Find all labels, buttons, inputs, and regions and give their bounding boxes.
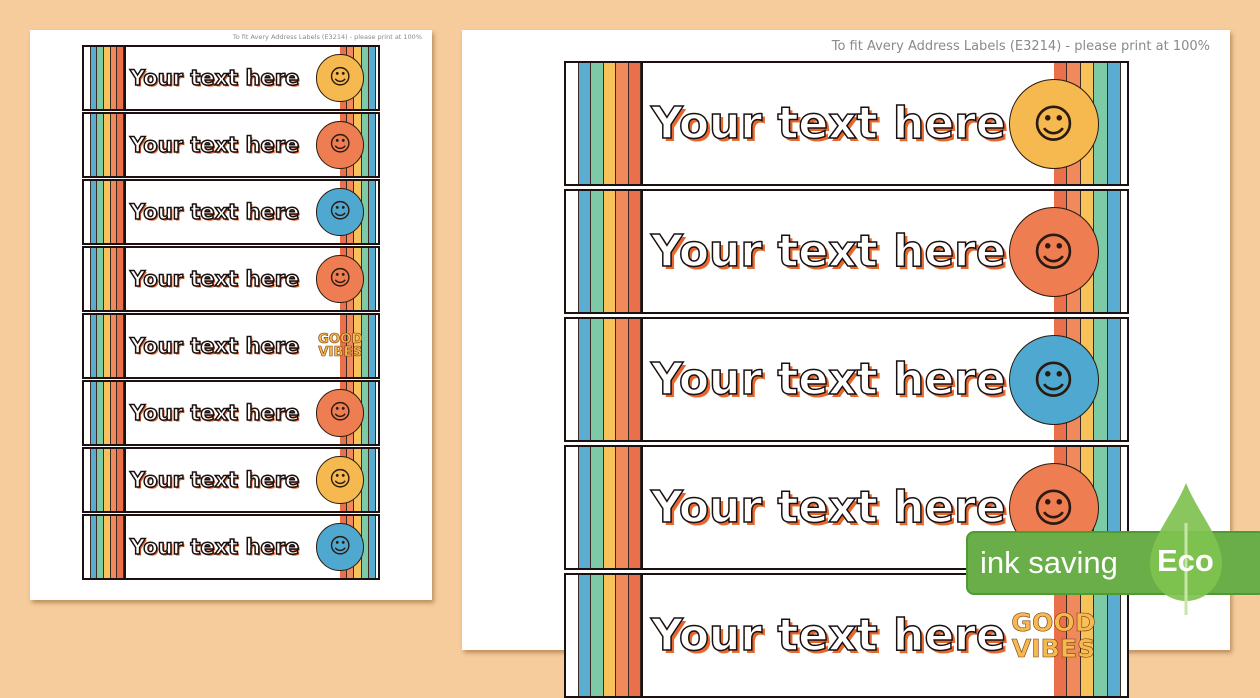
address-label[interactable]: Your text here ☺: [82, 246, 380, 312]
label-text[interactable]: Your text here: [129, 266, 300, 292]
leaf-icon: [1150, 483, 1222, 615]
thumbnail-page: To fit Avery Address Labels (E3214) - pl…: [30, 30, 432, 600]
rainbow-stripes: [84, 449, 125, 511]
address-label[interactable]: Your text here ☺: [564, 61, 1129, 186]
label-text[interactable]: Your text here: [650, 353, 1006, 406]
rainbow-stripes: [566, 191, 641, 312]
label-body: Your text here ☺: [124, 47, 378, 109]
label-body: Your text here ☺: [124, 248, 378, 310]
disco-ball-icon: ☺: [1008, 334, 1099, 425]
smiley-badge-icon: ☺: [316, 523, 364, 571]
label-body: Your text here ☺: [641, 63, 1127, 184]
label-text[interactable]: Your text here: [129, 467, 300, 493]
smiley-flower-icon: ☺: [316, 255, 364, 303]
label-body: Your text here ☺: [124, 382, 378, 444]
rainbow-stripes: [566, 575, 641, 696]
address-label[interactable]: Your text here ☺: [82, 45, 380, 111]
address-label[interactable]: Your text here ☺: [82, 380, 380, 446]
label-body: Your text here ☺: [641, 191, 1127, 312]
label-text[interactable]: Your text here: [129, 199, 300, 225]
mushroom-icon: ☺: [316, 389, 364, 437]
rainbow-stripes: [84, 181, 125, 243]
label-text[interactable]: Your text here: [650, 225, 1006, 278]
good-vibes-text: GOOD VIBES: [317, 331, 363, 360]
good-vibes-icon: GOOD VIBES: [316, 322, 364, 370]
ink-saving-text: ink saving: [980, 545, 1118, 580]
address-label[interactable]: Your text here ☺: [82, 112, 380, 178]
good-vibes-text: GOOD VIBES: [1011, 608, 1096, 663]
label-body: Your text here ☺: [124, 114, 378, 176]
disco-ball-icon: ☺: [316, 188, 364, 236]
label-text[interactable]: Your text here: [129, 132, 300, 158]
print-note: To fit Avery Address Labels (E3214) - pl…: [232, 33, 422, 41]
sunflowers-icon: ☺: [1008, 78, 1099, 169]
rainbow-stripes: [566, 319, 641, 440]
address-label[interactable]: Your text here ☺: [82, 447, 380, 513]
address-label[interactable]: Your text here ☺: [564, 317, 1129, 442]
rainbow-stripes: [84, 315, 125, 377]
rainbow-stripes: [84, 47, 125, 109]
rainbow-stripes: [84, 248, 125, 310]
peace-flower-icon: ☺: [316, 121, 364, 169]
label-text[interactable]: Your text here: [650, 481, 1006, 534]
eco-text: Eco: [1157, 543, 1214, 578]
good-vibes-icon: GOOD VIBES: [1009, 591, 1099, 681]
rainbow-stripes: [84, 516, 125, 578]
rainbow-stripes: [566, 447, 641, 568]
rainbow-stripes: [84, 382, 125, 444]
rainbow-stripes: [340, 315, 377, 377]
sunflowers-icon: ☺: [316, 54, 364, 102]
address-label[interactable]: Your text here ☺: [82, 514, 380, 580]
label-text[interactable]: Your text here: [129, 534, 300, 560]
sun-icon: ☺: [316, 456, 364, 504]
label-text[interactable]: Your text here: [129, 333, 300, 359]
label-text[interactable]: Your text here: [650, 609, 1006, 662]
label-text[interactable]: Your text here: [650, 97, 1006, 150]
print-note: To fit Avery Address Labels (E3214) - pl…: [831, 39, 1210, 54]
label-text[interactable]: Your text here: [129, 65, 300, 91]
rainbow-stripes: [84, 114, 125, 176]
label-body: Your text here GOOD VIBES: [124, 315, 378, 377]
label-text[interactable]: Your text here: [129, 400, 300, 426]
label-body: Your text here ☺: [124, 181, 378, 243]
label-body: Your text here ☺: [124, 449, 378, 511]
label-body: Your text here ☺: [124, 516, 378, 578]
label-body: Your text here ☺: [641, 319, 1127, 440]
address-label[interactable]: Your text here ☺: [564, 189, 1129, 314]
rainbow-stripes: [566, 63, 641, 184]
address-label[interactable]: Your text here ☺: [82, 179, 380, 245]
peace-flower-icon: ☺: [1008, 206, 1099, 297]
address-label[interactable]: Your text here GOOD VIBES: [82, 313, 380, 379]
